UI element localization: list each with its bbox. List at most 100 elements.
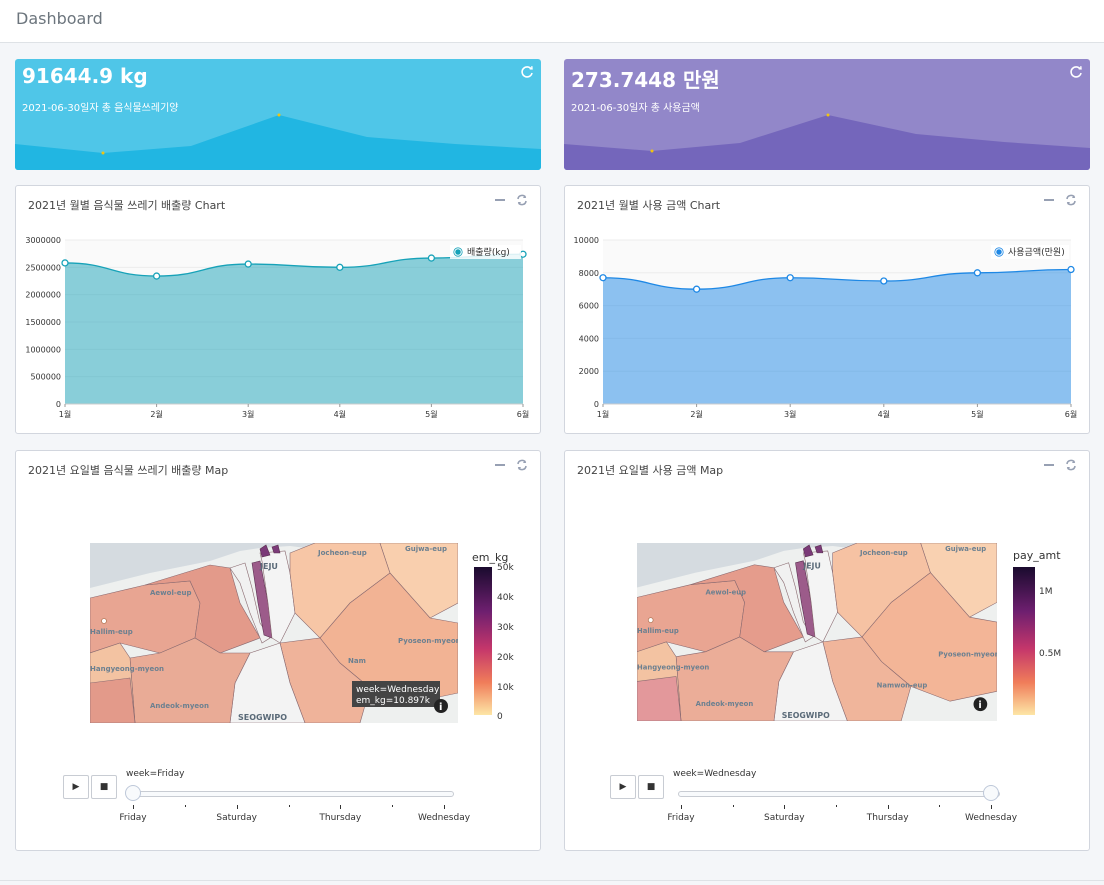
region-aewol[interactable] (690, 564, 804, 653)
slider-step-label[interactable]: Friday (119, 813, 147, 823)
y-tick-label: 500000 (30, 373, 61, 382)
region-andeok[interactable] (675, 636, 794, 721)
slider-step-tick (236, 805, 238, 809)
data-point[interactable] (1067, 265, 1075, 274)
waste-stat-value: 91644.9 kg (22, 64, 148, 88)
stop-button[interactable]: ■ (91, 775, 117, 799)
colorbar-tick: 30k (497, 623, 514, 633)
legend-background (450, 245, 521, 259)
region-daejeong[interactable] (637, 676, 682, 722)
info-icon[interactable]: i (973, 697, 988, 711)
slider-step-label[interactable]: Saturday (764, 813, 805, 823)
slider-step-label[interactable]: Thursday (319, 813, 362, 823)
minus-icon[interactable] (494, 194, 506, 206)
sync-icon[interactable] (516, 459, 528, 471)
sparkline-point (277, 113, 281, 117)
sync-icon[interactable] (1065, 194, 1077, 206)
data-point[interactable] (336, 263, 344, 271)
data-point[interactable] (973, 269, 982, 277)
tooltip-week: week=Wednesday (356, 685, 440, 695)
waste-map-title: 2021년 요일별 음식물 쓰레기 배출량 Map (28, 464, 229, 477)
amount-map-card: 2021년 요일별 사용 금액 Map Aewol-eup Jocheon-eu… (564, 450, 1090, 851)
map-label-seogwipo: SEOGWIPO (238, 713, 287, 722)
waste-chart-title: 2021년 월별 음식물 쓰레기 배출량 Chart (28, 199, 226, 212)
waste-choropleth-map[interactable]: Aewol-eup Jocheon-eup Gujwa-eup Hallim-e… (90, 543, 458, 723)
x-tick-label: 6월 (517, 409, 529, 419)
x-tick-label: 6월 (1065, 409, 1077, 419)
slider-step-label[interactable]: Wednesday (964, 813, 1018, 823)
series-line (602, 268, 1072, 290)
colorbar-tick: 0 (497, 712, 503, 722)
sync-icon[interactable] (516, 194, 528, 206)
region-aewol[interactable] (144, 564, 261, 654)
waste-stat-subtitle: 2021-06-30일자 총 음식물쓰레기양 (22, 103, 179, 114)
series-line (64, 253, 524, 277)
slider-track[interactable] (678, 791, 1000, 797)
region-gujwa[interactable] (920, 543, 997, 618)
data-point[interactable] (786, 274, 794, 282)
sparkline-point (650, 149, 654, 153)
data-point[interactable] (152, 272, 161, 280)
slider-handle[interactable] (125, 785, 141, 801)
region-jeju-west[interactable] (773, 562, 814, 643)
data-point[interactable] (244, 260, 252, 268)
region-gujwa[interactable] (379, 543, 458, 619)
chart-legend[interactable]: 배출량(kg) (450, 245, 521, 259)
sync-icon[interactable] (1065, 459, 1077, 471)
region-daejeong[interactable] (90, 677, 136, 723)
slider-step-label[interactable]: Saturday (216, 813, 257, 823)
info-icon[interactable]: i (434, 699, 448, 713)
svg-text:i: i (978, 700, 981, 711)
chart-legend[interactable]: 사용금액(만원) (991, 245, 1069, 259)
stop-button[interactable]: ■ (638, 775, 664, 799)
legend-marker-ring (994, 247, 1004, 257)
slider-handle[interactable] (983, 785, 999, 801)
colorbar-title: pay_amt (1013, 549, 1061, 562)
colorbar-tick: 20k (497, 653, 514, 663)
map-label-pyoseon: Pyoseon-myeon (398, 637, 458, 645)
waste-sparkline-area (15, 115, 541, 170)
data-point[interactable] (692, 285, 701, 293)
region-jeju-west[interactable] (229, 562, 271, 644)
map-label-aewol: Aewol-eup (150, 589, 192, 597)
slider-step-tick (340, 805, 342, 809)
amount-colorbar: pay_amt 1M 0.5M (1013, 549, 1061, 715)
data-point[interactable] (599, 274, 607, 282)
colorbar-tick: 0.5M (1039, 649, 1061, 659)
data-point[interactable] (880, 277, 888, 285)
minus-icon[interactable] (1043, 459, 1055, 471)
play-button[interactable]: ▶ (610, 775, 636, 799)
x-tick-label: 3월 (242, 409, 254, 419)
y-tick-label: 10000 (574, 236, 599, 245)
minus-icon[interactable] (1043, 194, 1055, 206)
data-point[interactable] (427, 254, 436, 262)
legend-label: 배출량(kg) (467, 246, 510, 258)
x-tick-label: 2월 (690, 409, 702, 419)
y-tick-label: 0 (594, 400, 599, 409)
slider-track[interactable] (126, 791, 454, 797)
minus-icon[interactable] (494, 459, 506, 471)
legend-background (991, 245, 1069, 259)
amount-map-title: 2021년 요일별 사용 금액 Map (577, 464, 724, 477)
refresh-icon[interactable] (1068, 64, 1084, 80)
slider-step-tick (784, 805, 786, 809)
amount-chart-title: 2021년 월별 사용 금액 Chart (577, 199, 721, 212)
map-label-seogwipo: SEOGWIPO (782, 711, 830, 720)
slider-step-tick (133, 805, 134, 809)
data-point[interactable] (61, 259, 69, 267)
region-jeju-dong[interactable] (259, 544, 281, 558)
refresh-icon[interactable] (519, 64, 535, 80)
map-label-nam: Nam (348, 657, 366, 665)
y-tick-label: 6000 (579, 302, 599, 311)
slider-step-label[interactable]: Thursday (866, 813, 909, 823)
region-andeok[interactable] (129, 637, 251, 723)
tooltip-value: em_kg=10.897k (356, 696, 431, 706)
y-tick-label: 1500000 (25, 318, 61, 327)
colorbar-tick: 40k (497, 593, 514, 603)
amount-choropleth-map[interactable]: Aewol-eup Jocheon-eup Gujwa-eup Hallim-e… (637, 543, 997, 721)
play-button[interactable]: ▶ (63, 775, 89, 799)
region-jeju-dong[interactable] (802, 544, 824, 558)
slider-step-label[interactable]: Wednesday (417, 813, 471, 823)
slider-step-label[interactable]: Friday (667, 813, 695, 823)
amount-stat-value: 273.7448 만원 (571, 68, 720, 92)
